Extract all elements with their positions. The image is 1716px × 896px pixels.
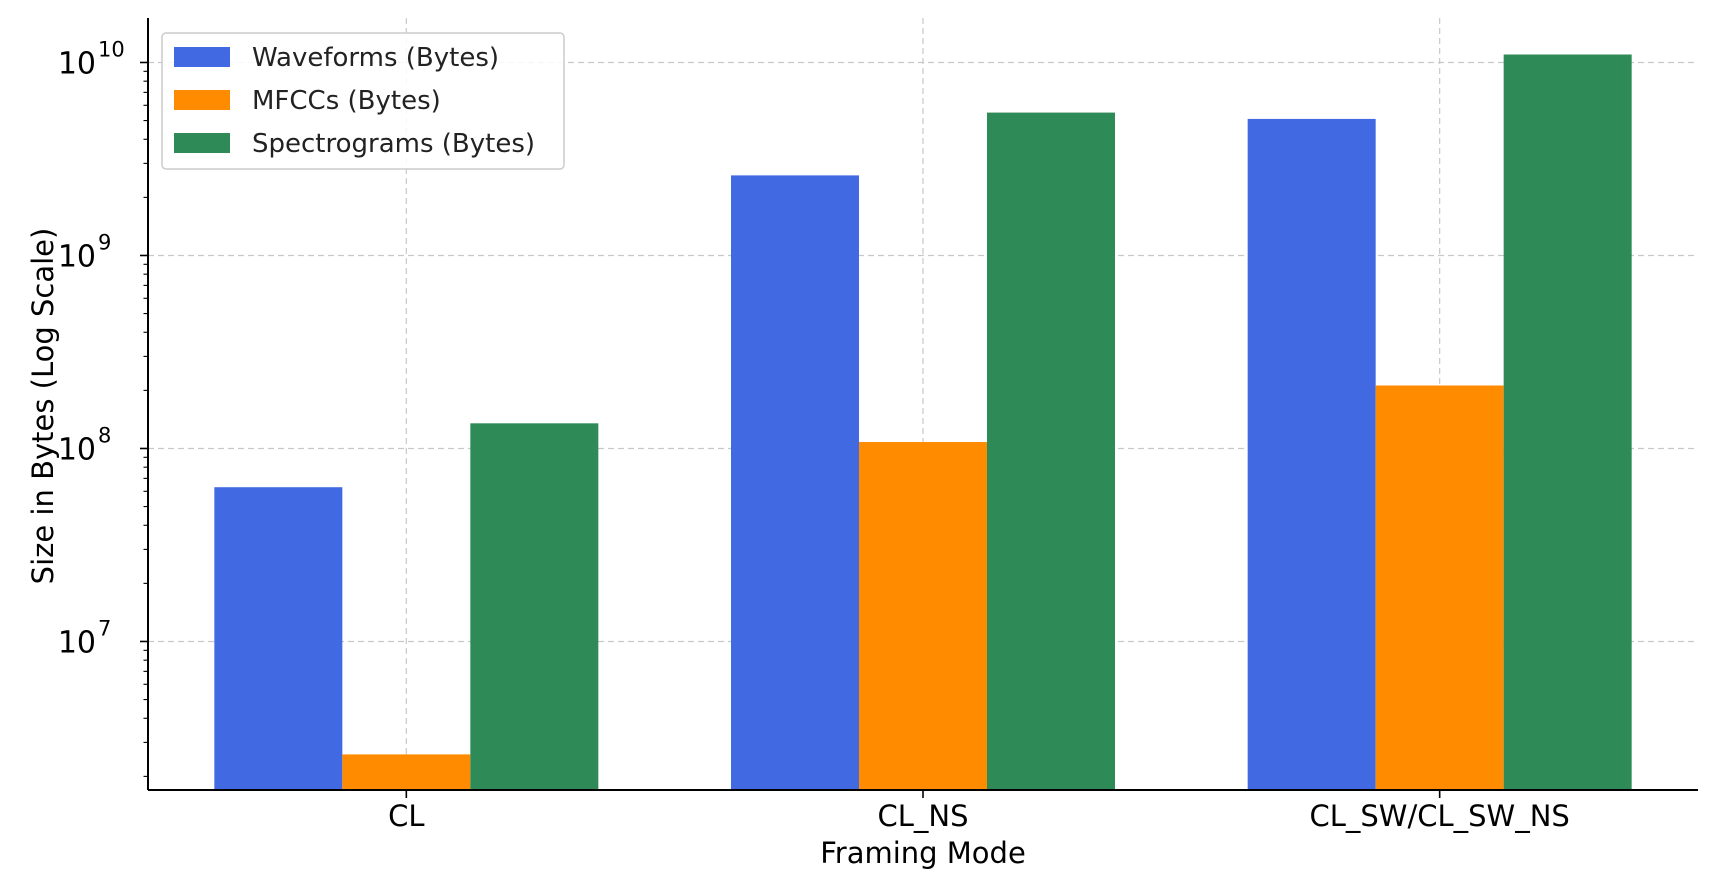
legend-label: Waveforms (Bytes) [252,43,499,73]
y-tick-exponent: 10 [98,37,125,61]
x-axis-label: Framing Mode [820,836,1026,870]
y-tick-exponent: 9 [98,230,111,254]
y-tick-exponent: 7 [98,616,111,640]
bar-1-1 [214,487,343,790]
y-tick-label: 10 [58,625,96,660]
y-tick-label: 10 [58,239,96,274]
bar-2-2 [859,442,987,790]
y-axis-label: Size in Bytes (Log Scale) [26,228,60,585]
legend-swatch [174,133,230,153]
legend-label: MFCCs (Bytes) [252,86,441,116]
bar-2-3 [1375,385,1504,790]
bar-1-2 [731,175,859,790]
x-tick-label: CL [388,799,424,833]
bar-3-1 [470,423,599,790]
x-tick-label: CL_SW/CL_SW_NS [1309,799,1569,833]
legend-label: Spectrograms (Bytes) [252,129,535,159]
legend-box [161,32,565,170]
legend-swatch [174,47,230,67]
bar-2-1 [342,754,471,790]
y-tick-exponent: 8 [98,423,111,447]
y-tick-label: 10 [58,432,96,467]
bar-3-2 [987,112,1115,790]
legend: Waveforms (Bytes) MFCCs (Bytes) Spectrogra… [161,32,565,170]
x-ticks: CL CL_NS CL_SW/CL_SW_NS [388,790,1570,833]
y-tick-label: 10 [58,46,96,81]
x-tick-label: CL_NS [877,799,968,833]
legend-swatch [174,90,230,110]
bar-3-3 [1503,54,1632,790]
bars [214,54,1632,791]
bar-1-3 [1247,118,1376,791]
